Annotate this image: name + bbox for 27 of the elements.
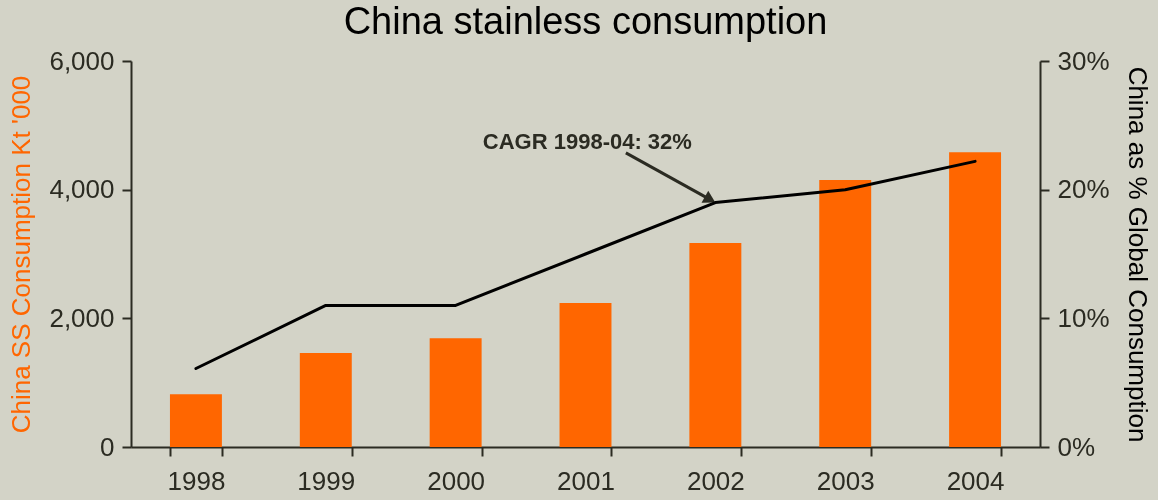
x-tick-label: 2002 bbox=[686, 465, 745, 496]
bar bbox=[819, 180, 872, 447]
x-tick-label: 1998 bbox=[167, 465, 226, 496]
bar bbox=[559, 302, 612, 447]
x-tick-label: 2004 bbox=[946, 465, 1005, 496]
bar bbox=[429, 338, 482, 447]
x-tick-label: 2003 bbox=[816, 465, 875, 496]
y-axis-title: China SS Consumption Kt '000 bbox=[6, 75, 37, 434]
annotation: CAGR 1998-04: 32% bbox=[482, 128, 692, 154]
y-tick-label: 0 bbox=[100, 431, 115, 462]
y2-tick-label: 20% bbox=[1057, 174, 1110, 205]
bar bbox=[169, 394, 222, 447]
y2-tick-label: 0% bbox=[1057, 431, 1096, 462]
x-tick-label: 2000 bbox=[427, 465, 486, 496]
bar bbox=[689, 243, 742, 447]
x-tick-label: 1999 bbox=[297, 465, 356, 496]
bar bbox=[299, 353, 352, 447]
y-tick-label: 6,000 bbox=[49, 45, 115, 76]
y2-tick-label: 30% bbox=[1057, 45, 1110, 76]
bar bbox=[949, 152, 1002, 447]
y-tick-label: 2,000 bbox=[49, 302, 115, 333]
y2-axis-title: China as % Global Consumption bbox=[1122, 66, 1153, 443]
y-tick-label: 4,000 bbox=[49, 174, 115, 205]
x-tick-label: 2001 bbox=[557, 465, 615, 496]
y2-tick-label: 10% bbox=[1057, 302, 1110, 333]
chart-title: China stainless consumption bbox=[343, 0, 828, 42]
line-series bbox=[194, 159, 977, 371]
